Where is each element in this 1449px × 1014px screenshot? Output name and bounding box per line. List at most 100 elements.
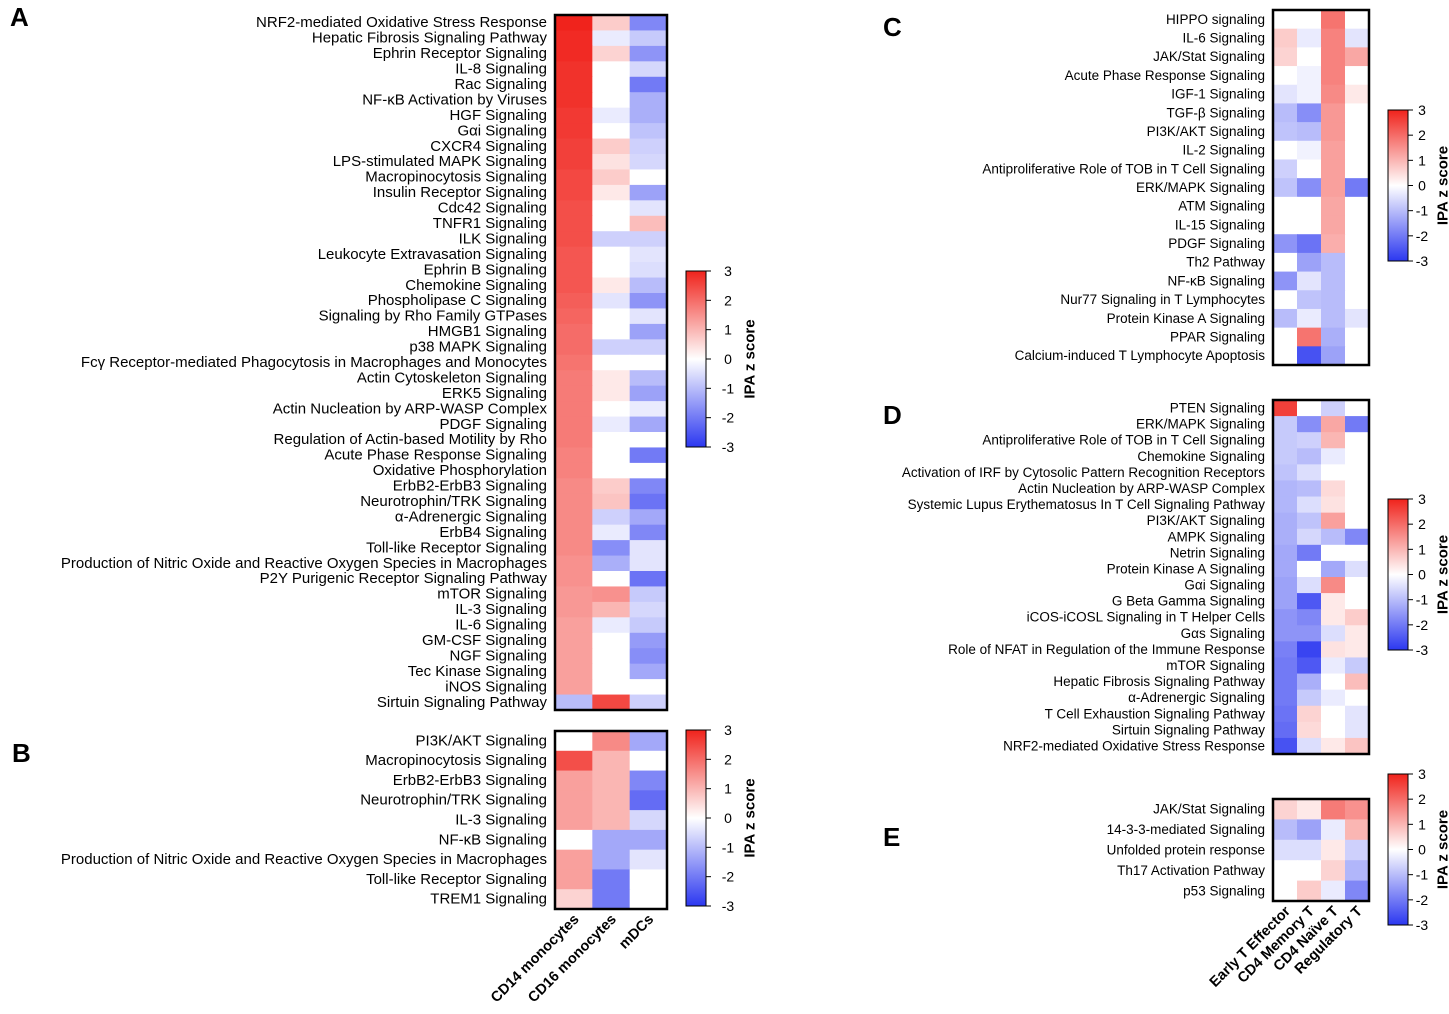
row-label: Acute Phase Response Signaling — [324, 447, 547, 464]
heatmap-cell — [555, 169, 593, 186]
heatmap-cell — [1273, 400, 1298, 417]
heatmap-cell — [1297, 705, 1322, 723]
row-label: ERK5 Signaling — [442, 385, 547, 402]
heatmap-cell — [1297, 689, 1322, 707]
heatmap-border — [553, 13, 669, 712]
heatmap-cell — [1273, 47, 1298, 67]
heatmap-cell — [1273, 178, 1298, 198]
colorbar-title: IPA z score — [1435, 810, 1449, 889]
heatmap-cell — [1297, 252, 1322, 273]
heatmap-cell — [555, 750, 593, 772]
heatmap-cell — [592, 869, 631, 890]
row-label: Rac Signaling — [454, 76, 547, 93]
row-label: Chemokine Signaling — [1137, 449, 1265, 464]
heatmap-cell — [629, 293, 668, 310]
heatmap-cell — [629, 617, 668, 634]
row-label: 14-3-3-mediated Signaling — [1107, 822, 1265, 837]
heatmap-cell — [1273, 234, 1298, 254]
row-label: ErbB4 Signaling — [439, 524, 547, 541]
heatmap-cell — [629, 323, 668, 340]
colorbar-tick-label: 2 — [724, 751, 732, 767]
heatmap-cell — [1345, 66, 1370, 86]
heatmap-cell — [1297, 464, 1322, 482]
heatmap-cell — [592, 370, 631, 387]
row-label: Sirtuin Signaling Pathway — [377, 694, 548, 711]
heatmap-cell — [1273, 196, 1298, 217]
heatmap-cell — [629, 509, 668, 526]
colorbar-title: IPA z score — [742, 778, 759, 857]
heatmap-cell — [592, 524, 631, 541]
row-label: Role of NFAT in Regulation of the Immune… — [948, 642, 1265, 657]
colorbar-title: IPA z score — [742, 319, 759, 398]
row-label: α-Adrenergic Signaling — [1128, 690, 1265, 705]
row-label: NRF2-mediated Oxidative Stress Response — [1003, 738, 1265, 753]
heatmap-cell — [592, 632, 631, 649]
heatmap-cell — [592, 478, 631, 495]
row-label: Insulin Receptor Signaling — [373, 184, 547, 201]
heatmap-cell — [1273, 577, 1298, 594]
heatmap-cell — [629, 555, 668, 572]
heatmap-cell — [592, 61, 631, 78]
row-label: AMPK Signaling — [1167, 529, 1265, 544]
heatmap-cell — [1345, 528, 1370, 546]
heatmap-cell — [1297, 839, 1322, 861]
heatmap-cell — [555, 648, 593, 665]
colorbar-layer: 3 2 1 0 -1 -2 -3 IPA z score 3 2 1 0 -1 -2 -3 IPA z sco… — [685, 102, 1449, 933]
heatmap-cell — [1321, 593, 1346, 610]
heatmap-cell — [555, 601, 593, 618]
row-label: Hepatic Fibrosis Signaling Pathway — [312, 30, 548, 47]
heatmap-cell — [629, 416, 668, 433]
heatmap-cell — [1297, 448, 1322, 465]
heatmap-cell — [555, 61, 593, 78]
heatmap-cell — [1297, 196, 1322, 217]
row-label: Ephrin B Signaling — [424, 261, 547, 278]
heatmap-cell — [1297, 10, 1322, 30]
heatmap-panel-a: NRF2-mediated Oxidative Stress ResponseH… — [61, 13, 669, 712]
row-label: p53 Signaling — [1183, 883, 1265, 898]
heatmap-cell — [1321, 609, 1346, 626]
heatmap-cell — [1297, 625, 1322, 642]
heatmap-cell — [592, 462, 631, 479]
heatmap-cell — [555, 889, 593, 910]
heatmap-cell — [592, 770, 631, 791]
heatmap-cell — [1273, 464, 1298, 482]
heatmap-cell — [555, 76, 593, 93]
heatmap-cell — [1273, 689, 1298, 707]
colorbar-b: 3 2 1 0 -1 -2 -3 IPA z score — [685, 722, 759, 914]
heatmap-cell — [1297, 673, 1322, 691]
heatmap-cell — [629, 138, 668, 155]
row-label: Antiproliferative Role of TOB in T Cell … — [982, 433, 1265, 448]
heatmap-cell — [1345, 448, 1370, 465]
heatmap-cell — [592, 339, 631, 356]
heatmap-cell — [555, 154, 593, 171]
heatmap-cell — [555, 447, 593, 464]
heatmap-cell — [629, 493, 668, 510]
heatmap-cell — [1273, 308, 1298, 329]
heatmap-cell — [629, 169, 668, 186]
heatmap-cell — [592, 323, 631, 340]
colorbar-c: 3 2 1 0 -1 -2 -3 IPA z score — [1387, 102, 1449, 269]
heatmap-cell — [1321, 215, 1346, 235]
heatmap-cell — [1321, 480, 1346, 498]
heatmap-cell — [1297, 346, 1322, 366]
row-label: ERK/MAPK Signaling — [1136, 417, 1265, 432]
heatmap-cell — [1345, 290, 1370, 310]
row-label: Actin Cytoskeleton Signaling — [357, 369, 547, 386]
heatmap-cell — [555, 401, 593, 418]
heatmap-cell — [555, 810, 593, 831]
heatmap-cell — [555, 524, 593, 541]
heatmap-cell — [592, 679, 631, 696]
heatmap-cell — [555, 555, 593, 572]
heatmap-cell — [592, 829, 631, 851]
panel-label-b: B — [12, 738, 31, 768]
colorbar-gradient — [1387, 773, 1409, 926]
row-label: NF-κB Activation by Viruses — [362, 91, 547, 108]
heatmap-cell — [1297, 327, 1322, 347]
heatmap-cell — [592, 731, 631, 752]
colorbar-tick-label: -2 — [1416, 617, 1429, 633]
heatmap-cell — [1273, 496, 1298, 514]
row-label: mTOR Signaling — [1166, 658, 1265, 673]
row-label: TGF-β Signaling — [1166, 105, 1265, 120]
colorbar-tick-label: -1 — [1416, 867, 1429, 883]
heatmap-cell — [1345, 609, 1370, 626]
